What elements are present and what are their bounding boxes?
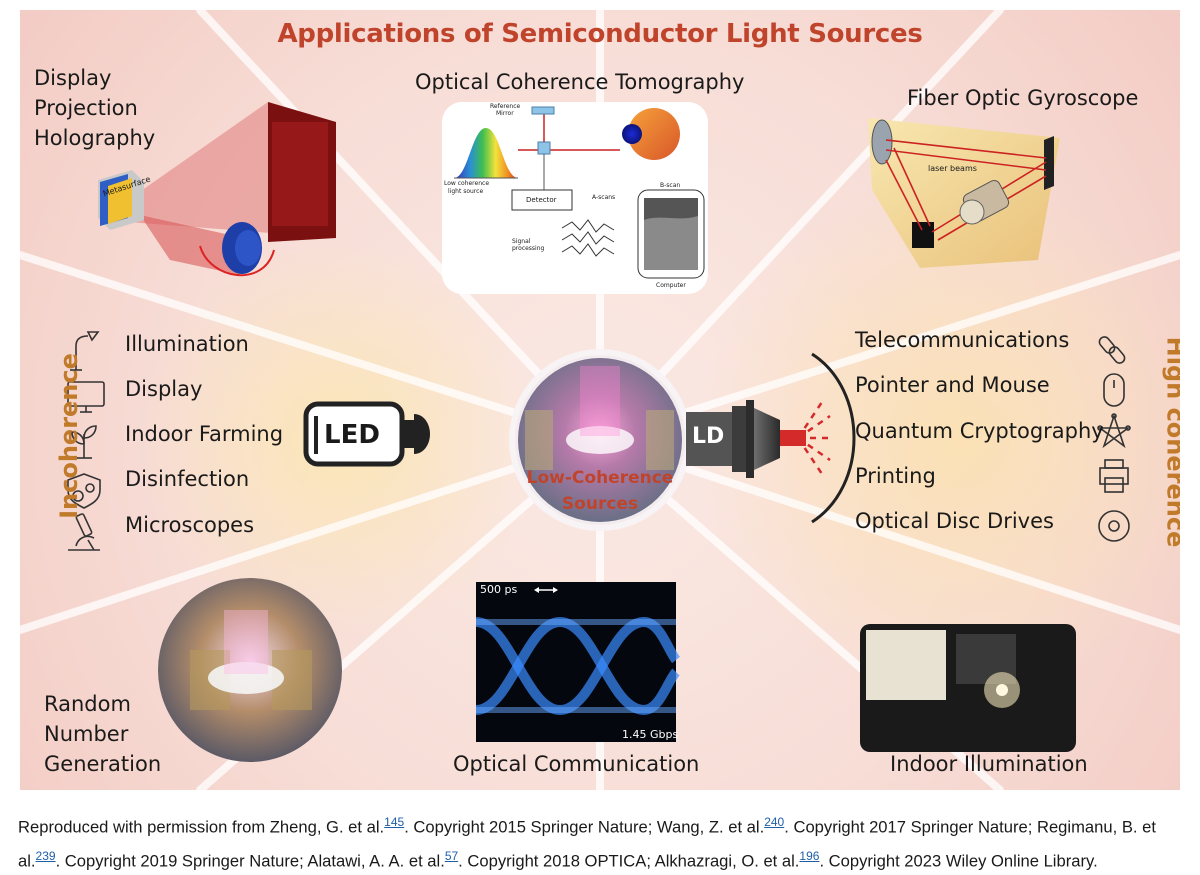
microscope-icon <box>68 513 100 551</box>
oct-bscan-label: B-scan <box>660 182 681 189</box>
left-item-display: Display <box>125 377 203 401</box>
lamp-icon <box>70 331 100 371</box>
label-random: Random <box>44 692 131 716</box>
monitor-icon <box>67 381 105 413</box>
gyroscope-beams-label: laser beams <box>928 164 977 173</box>
projection-illustration <box>98 102 336 276</box>
ref-link-196[interactable]: 196 <box>799 848 820 863</box>
oct-computer-label: Computer <box>656 282 686 289</box>
caption-text-3: . Copyright 2017 Springer Nature; Regima… <box>18 817 1156 871</box>
oct-mirror-label-2: Mirror <box>496 110 514 117</box>
right-item-quantum-cryptography: Quantum Cryptography <box>855 419 1104 443</box>
ref-link-239[interactable]: 239 <box>35 848 56 863</box>
label-projection: Projection <box>34 96 138 120</box>
figure-caption: Reproduced with permission from Zheng, G… <box>18 808 1178 875</box>
caption-text-5: . Copyright 2018 OPTICA; Alkhazragi, O. … <box>458 851 800 871</box>
center-circle <box>509 349 691 531</box>
figure-background <box>20 10 1180 790</box>
figure-title: Applications of Semiconductor Light Sour… <box>277 19 923 49</box>
right-item-telecommunications: Telecommunications <box>855 328 1070 352</box>
oct-diagram <box>442 102 708 294</box>
chain-link-icon <box>1098 336 1126 364</box>
left-item-indoor-farming: Indoor Farming <box>125 422 284 446</box>
eye-diagram <box>475 582 681 742</box>
gyroscope-illustration <box>868 118 1060 268</box>
rng-illustration <box>158 578 342 762</box>
left-item-microscopes: Microscopes <box>125 513 255 537</box>
indoor-illumination-title: Indoor Illumination <box>890 752 1088 776</box>
right-item-optical-disc-drives: Optical Disc Drives <box>855 509 1054 533</box>
caption-text-2: . Copyright 2015 Springer Nature; Wang, … <box>404 817 765 837</box>
oct-source-label-1: Low coherence <box>444 180 490 187</box>
led-device <box>303 401 430 467</box>
gyroscope-title: Fiber Optic Gyroscope <box>907 86 1139 110</box>
plant-icon <box>71 425 97 459</box>
oct-mirror-label-1: Reference <box>490 103 521 110</box>
network-star-icon <box>1097 413 1131 449</box>
caption-text-1: Reproduced with permission from Zheng, G… <box>18 817 385 837</box>
eye-rate-label: 1.45 Gbps <box>622 728 679 741</box>
oct-title: Optical Coherence Tomography <box>415 70 745 94</box>
ld-device <box>686 352 856 524</box>
high-coherence-label: High coherence <box>1161 336 1180 548</box>
ld-label: LD <box>692 424 725 449</box>
caption-text-4: . Copyright 2019 Springer Nature; Alataw… <box>55 851 445 871</box>
label-holography: Holography <box>34 126 156 150</box>
optical-communication-title: Optical Communication <box>453 752 700 776</box>
figure: Applications of Semiconductor Light Sour… <box>20 10 1180 790</box>
caption-text-6: . Copyright 2023 Wiley Online Library. <box>819 851 1098 871</box>
mouse-icon <box>1103 373 1125 407</box>
oct-source-label-2: light source <box>448 188 484 195</box>
label-display: Display <box>34 66 112 90</box>
ref-link-57[interactable]: 57 <box>444 848 459 863</box>
oct-detector-label: Detector <box>526 196 557 204</box>
label-generation: Generation <box>44 752 162 776</box>
shield-virus-icon <box>67 473 101 509</box>
oct-signal-label-1: Signal <box>512 238 531 245</box>
oct-signal-label-2: processing <box>512 245 545 252</box>
center-label-1: Low-Coherence <box>526 468 674 488</box>
ref-link-240[interactable]: 240 <box>764 815 785 829</box>
center-label-2: Sources <box>561 494 639 514</box>
left-item-illumination: Illumination <box>125 332 249 356</box>
right-item-printing: Printing <box>855 464 936 488</box>
disc-icon <box>1098 510 1130 542</box>
led-label: LED <box>324 420 380 450</box>
right-item-pointer-mouse: Pointer and Mouse <box>855 373 1050 397</box>
label-number: Number <box>44 722 129 746</box>
oct-ascans-label: A-scans <box>592 194 616 201</box>
left-item-disinfection: Disinfection <box>125 467 250 491</box>
printer-icon <box>1099 459 1129 493</box>
ref-link-145[interactable]: 145 <box>384 815 405 829</box>
indoor-illumination-photo <box>860 624 1076 752</box>
eye-scale-label: 500 ps <box>480 583 518 596</box>
